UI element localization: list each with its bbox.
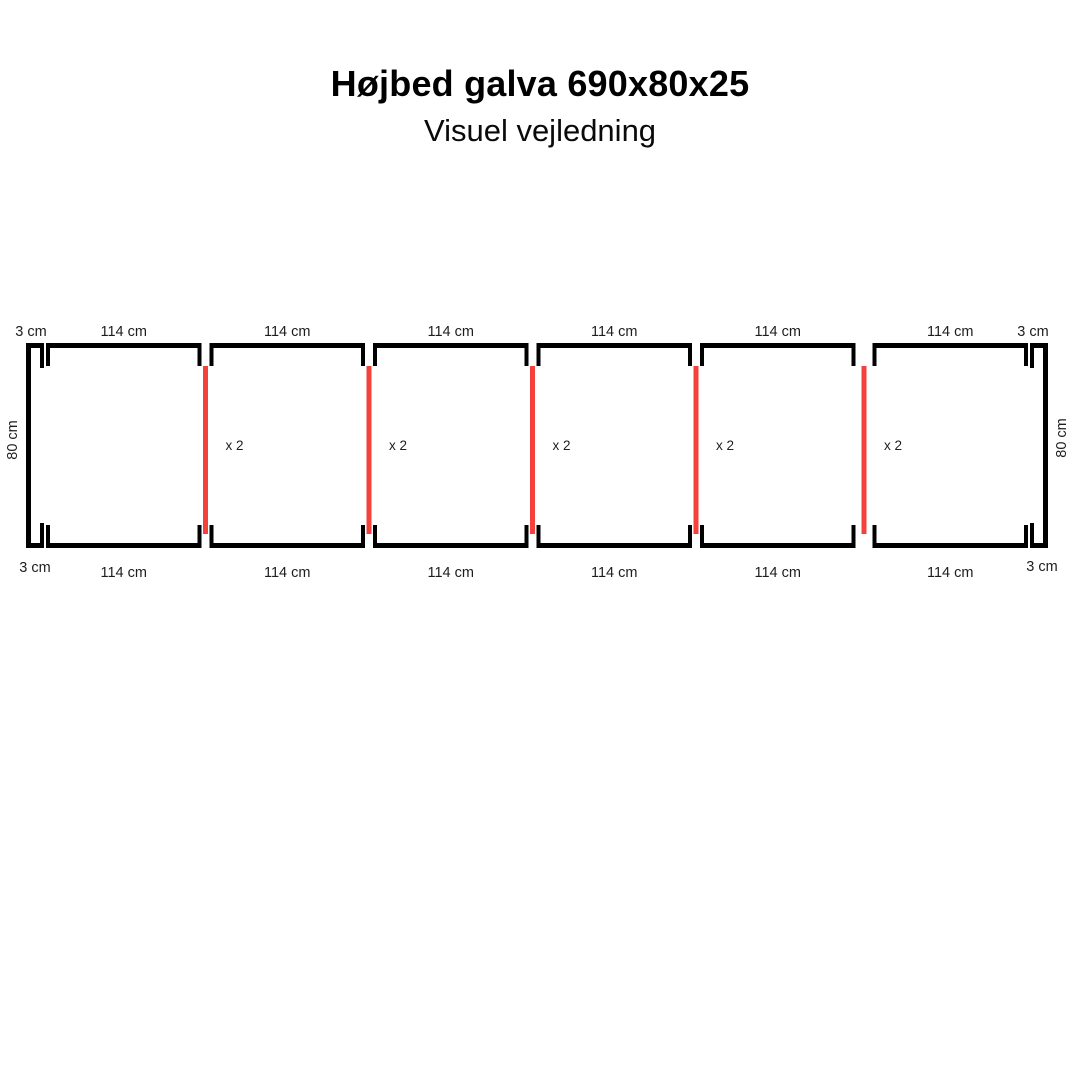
panel-width-label-top: 114 cm bbox=[428, 324, 474, 340]
panel-bottom-rail bbox=[536, 543, 692, 548]
panel-width-label-top: 114 cm bbox=[755, 324, 801, 340]
panel-width-label-top: 114 cm bbox=[591, 324, 637, 340]
panel-top-rail bbox=[373, 343, 529, 348]
left-end-width-label-bottom: 3 cm bbox=[19, 560, 50, 576]
panel-top-right-lip bbox=[851, 343, 856, 366]
left-end-top-flange bbox=[26, 343, 44, 348]
panel-width-label-bottom: 114 cm bbox=[591, 565, 637, 581]
panel-width-label-bottom: 114 cm bbox=[428, 565, 474, 581]
panel-top-right-lip bbox=[1024, 343, 1028, 366]
connector-profile bbox=[861, 366, 867, 534]
page-title: Højbed galva 690x80x25 bbox=[330, 63, 750, 104]
panel-bottom-left-lip bbox=[46, 525, 50, 548]
panel-bottom-right-lip bbox=[688, 525, 692, 548]
left-end-bottom-lip bbox=[40, 523, 44, 548]
panel-width-label-bottom: 114 cm bbox=[264, 565, 310, 581]
panel-width-label-bottom: 114 cm bbox=[755, 565, 801, 581]
left-end-bottom-flange bbox=[26, 543, 44, 548]
left-end-vertical-bar bbox=[26, 343, 31, 548]
panel-top-left-lip bbox=[872, 343, 877, 366]
connector-profile bbox=[366, 366, 372, 534]
panel-bottom-rail bbox=[46, 543, 202, 548]
connector-quantity-label: x 2 bbox=[884, 438, 902, 453]
panel-bottom-left-lip bbox=[373, 525, 377, 548]
left-height-label: 80 cm bbox=[5, 420, 21, 460]
panel-top-right-lip bbox=[361, 343, 365, 366]
panel-bottom-right-lip bbox=[524, 525, 529, 548]
panel-bottom-left-lip bbox=[536, 525, 541, 548]
panel-top-left-lip bbox=[46, 343, 50, 366]
panel-bottom-rail bbox=[373, 543, 529, 548]
connector-profile bbox=[203, 366, 208, 534]
page-subtitle: Visuel vejledning bbox=[423, 112, 657, 148]
right-end-width-label-bottom: 3 cm bbox=[1026, 559, 1057, 575]
panel-width-label-bottom: 114 cm bbox=[101, 565, 147, 581]
panel-bottom-right-lip bbox=[851, 525, 856, 548]
header: Højbed galva 690x80x25 Visuel vejledning bbox=[0, 64, 1080, 148]
panel-top-left-lip bbox=[700, 343, 704, 366]
panel-bottom-right-lip bbox=[1024, 525, 1028, 548]
panel-top-right-lip bbox=[197, 343, 202, 366]
panel-top-rail bbox=[536, 343, 692, 348]
left-end-width-label-top: 3 cm bbox=[15, 324, 46, 340]
connector-quantity-label: x 2 bbox=[389, 438, 407, 453]
connector-quantity-label: x 2 bbox=[553, 438, 571, 453]
panel-top-rail bbox=[872, 343, 1028, 348]
right-height-label: 80 cm bbox=[1054, 418, 1070, 458]
panel-top-right-lip bbox=[688, 343, 692, 366]
panel-width-label-top: 114 cm bbox=[101, 324, 147, 340]
panel-top-rail bbox=[209, 343, 365, 348]
panel-bottom-right-lip bbox=[197, 525, 202, 548]
panel-top-left-lip bbox=[209, 343, 214, 366]
right-end-vertical-bar bbox=[1043, 343, 1048, 548]
panel-bottom-right-lip bbox=[361, 525, 365, 548]
panel-top-rail bbox=[700, 343, 856, 348]
right-end-bottom-lip bbox=[1030, 523, 1034, 548]
panel-top-rail bbox=[46, 343, 202, 348]
right-end-top-lip bbox=[1030, 343, 1034, 368]
left-end-top-lip bbox=[40, 343, 44, 368]
panel-width-label-top: 114 cm bbox=[927, 324, 973, 340]
panel-bottom-rail bbox=[700, 543, 856, 548]
panel-bottom-left-lip bbox=[700, 525, 704, 548]
panel-bottom-rail bbox=[209, 543, 365, 548]
connector-quantity-label: x 2 bbox=[226, 438, 244, 453]
connector-quantity-label: x 2 bbox=[716, 438, 734, 453]
panel-top-right-lip bbox=[524, 343, 529, 366]
right-end-width-label-top: 3 cm bbox=[1017, 324, 1048, 340]
panel-bottom-rail bbox=[872, 543, 1028, 548]
connector-profile bbox=[693, 366, 699, 534]
panel-top-left-lip bbox=[536, 343, 541, 366]
right-end-bottom-flange bbox=[1030, 543, 1048, 548]
connector-profile bbox=[530, 366, 535, 534]
right-end-top-flange bbox=[1030, 343, 1048, 348]
panel-bottom-left-lip bbox=[872, 525, 877, 548]
panel-width-label-bottom: 114 cm bbox=[927, 565, 973, 581]
panel-bottom-left-lip bbox=[209, 525, 214, 548]
panel-width-label-top: 114 cm bbox=[264, 324, 310, 340]
panel-top-left-lip bbox=[373, 343, 377, 366]
